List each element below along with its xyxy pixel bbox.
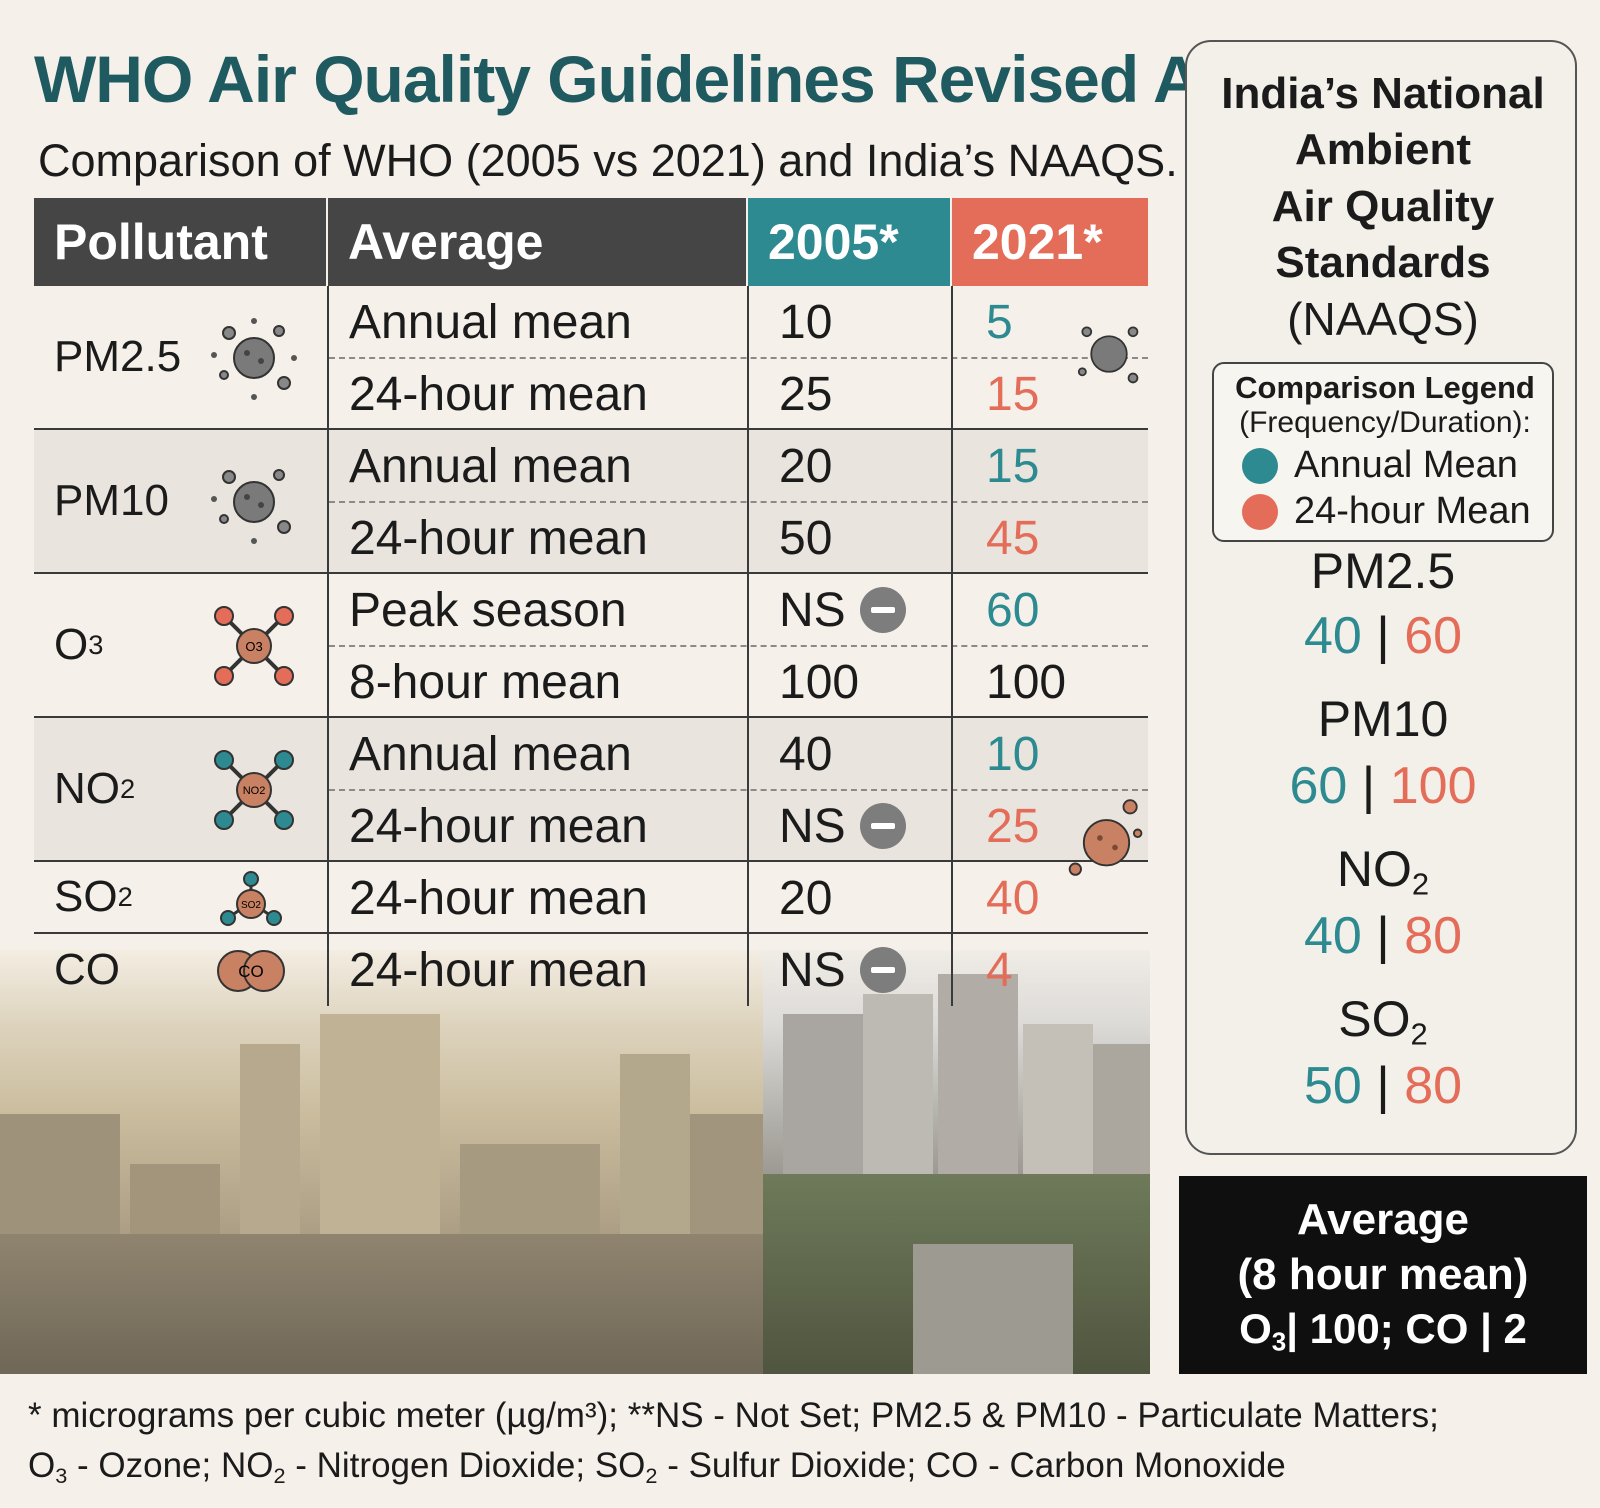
eight-hour-average-box: Average (8 hour mean) O3| 100; CO | 2 bbox=[1179, 1176, 1587, 1374]
smoggy-city-photo bbox=[0, 950, 765, 1374]
standard-name: PM10 bbox=[1317, 691, 1449, 747]
box-line-1: Average bbox=[1296, 1195, 1470, 1244]
pollutant-name: NO 2 bbox=[54, 764, 136, 813]
svg-text:CO: CO bbox=[238, 962, 264, 981]
table-row-group-no2: NO 2 NO2 Annual mean 40 10 24-hour mean N… bbox=[34, 718, 1148, 876]
no2-molecule-icon: NO2 bbox=[214, 750, 294, 830]
page-title: WHO Air Quality Guidelines Revised After bbox=[34, 42, 1303, 116]
average-label: 24-hour mean bbox=[349, 871, 648, 925]
table-row-group-so2: SO 2 SO2 24-hour mean 20 40 bbox=[34, 862, 1148, 934]
value-2005: NS bbox=[779, 574, 906, 646]
co-molecule-icon: CO bbox=[217, 950, 285, 992]
value-2021: 4 bbox=[986, 943, 1013, 997]
legend-title: Comparison Legend bbox=[1235, 370, 1535, 405]
standard-name: NO2 bbox=[1336, 841, 1430, 902]
not-set-icon bbox=[859, 587, 906, 633]
footnote-line-2: O3 - Ozone; NO2 - Nitrogen Dioxide; SO2 … bbox=[28, 1446, 1286, 1489]
standard-values: 50 | 80 bbox=[1303, 1057, 1463, 1115]
value-2021: 15 bbox=[986, 367, 1040, 421]
average-label: 8-hour mean bbox=[349, 655, 622, 709]
legend-item-annual: Annual Mean bbox=[1242, 444, 1518, 487]
standard-name: SO2 bbox=[1338, 991, 1428, 1052]
value-2005: NS bbox=[779, 934, 906, 1006]
column-divider bbox=[951, 286, 953, 1006]
legend-item-24hour: 24-hour Mean bbox=[1242, 490, 1531, 533]
pollutant-name: SO 2 bbox=[54, 872, 133, 921]
ozone-molecule-icon: O3 bbox=[214, 606, 294, 686]
naaqs-panel: India’s National Ambient Air Quality Sta… bbox=[1185, 40, 1577, 1155]
table-row-group-co: CO CO 24-hour mean NS 4 bbox=[34, 934, 1148, 1006]
header-pollutant: Pollutant bbox=[34, 198, 326, 286]
value-2005: 20 bbox=[779, 439, 833, 493]
page-subtitle: Comparison of WHO (2005 vs 2021) and Ind… bbox=[38, 135, 1178, 186]
so2-molecule-icon: SO2 bbox=[220, 871, 282, 926]
average-label: Annual mean bbox=[349, 727, 632, 781]
row-divider bbox=[329, 789, 1148, 791]
average-label: 24-hour mean bbox=[349, 511, 648, 565]
box-line-2: (8 hour mean) bbox=[1237, 1250, 1529, 1299]
header-average: Average bbox=[328, 198, 746, 286]
value-2005: 10 bbox=[779, 295, 833, 349]
table-row-group-pm10: PM10 Annual mean 20 15 24-hour mean 50 4… bbox=[34, 430, 1148, 574]
pollutant-name: CO bbox=[54, 945, 120, 994]
row-divider bbox=[329, 357, 1148, 359]
column-divider bbox=[747, 286, 749, 1006]
svg-text:O3: O3 bbox=[245, 639, 262, 654]
average-label: 24-hour mean bbox=[349, 943, 648, 997]
value-2005: 100 bbox=[779, 655, 860, 709]
particulate-icon bbox=[1068, 799, 1143, 876]
value-2005: 40 bbox=[779, 727, 833, 781]
value-2021: 60 bbox=[986, 583, 1040, 637]
panel-subtitle: (NAAQS) bbox=[1287, 293, 1479, 345]
clear-city-photo bbox=[763, 950, 1150, 1374]
svg-text:NO2: NO2 bbox=[243, 785, 266, 797]
value-2021: 45 bbox=[986, 511, 1040, 565]
standard-name: PM2.5 bbox=[1310, 543, 1456, 599]
box-line-3: O3| 100; CO | 2 bbox=[1239, 1305, 1527, 1357]
column-divider bbox=[327, 286, 329, 1006]
row-divider bbox=[329, 501, 1148, 503]
panel-title: India’s National Ambient Air Quality Sta… bbox=[1221, 69, 1545, 287]
legend-subtitle: (Frequency/Duration): bbox=[1239, 406, 1531, 439]
coral-dot-icon bbox=[1242, 493, 1278, 530]
particulate-icon bbox=[1077, 326, 1139, 384]
table-row-group-pm25: PM2.5 Annual mean 10 5 24-hour mean 25 1… bbox=[34, 286, 1148, 430]
average-label: 24-hour mean bbox=[349, 367, 648, 421]
row-divider bbox=[329, 645, 1148, 647]
standard-values: 40 | 60 bbox=[1303, 607, 1463, 665]
average-label: Annual mean bbox=[349, 439, 632, 493]
svg-text:SO2: SO2 bbox=[241, 900, 261, 911]
average-label: 24-hour mean bbox=[349, 799, 648, 853]
comparison-legend: Comparison Legend (Frequency/Duration): … bbox=[1212, 362, 1554, 542]
footnote-line-1: * micrograms per cubic meter (µg/m³); **… bbox=[28, 1396, 1439, 1435]
pollutant-name: PM10 bbox=[54, 476, 169, 525]
particulate-icon bbox=[211, 469, 291, 544]
average-label: Annual mean bbox=[349, 295, 632, 349]
particulate-icon bbox=[211, 318, 297, 400]
teal-dot-icon bbox=[1242, 447, 1278, 484]
average-label: Peak season bbox=[349, 583, 627, 637]
header-2005: 2005* bbox=[748, 198, 950, 286]
value-2021: 5 bbox=[986, 295, 1013, 349]
value-2005: 50 bbox=[779, 511, 833, 565]
value-2021: 100 bbox=[986, 655, 1067, 709]
value-2005: 25 bbox=[779, 367, 833, 421]
header-2021: 2021* bbox=[952, 198, 1148, 286]
value-2005: 20 bbox=[779, 871, 833, 925]
value-2021: 40 bbox=[986, 871, 1040, 925]
value-2021: 10 bbox=[986, 727, 1040, 781]
pollutant-name: PM2.5 bbox=[54, 332, 182, 381]
standard-values: 40 | 80 bbox=[1303, 907, 1463, 965]
standard-values: 60 | 100 bbox=[1289, 757, 1477, 815]
not-set-icon bbox=[859, 947, 906, 993]
value-2021: 15 bbox=[986, 439, 1040, 493]
value-2021: 25 bbox=[986, 799, 1040, 853]
value-2005: NS bbox=[779, 790, 906, 862]
not-set-icon bbox=[859, 803, 906, 849]
